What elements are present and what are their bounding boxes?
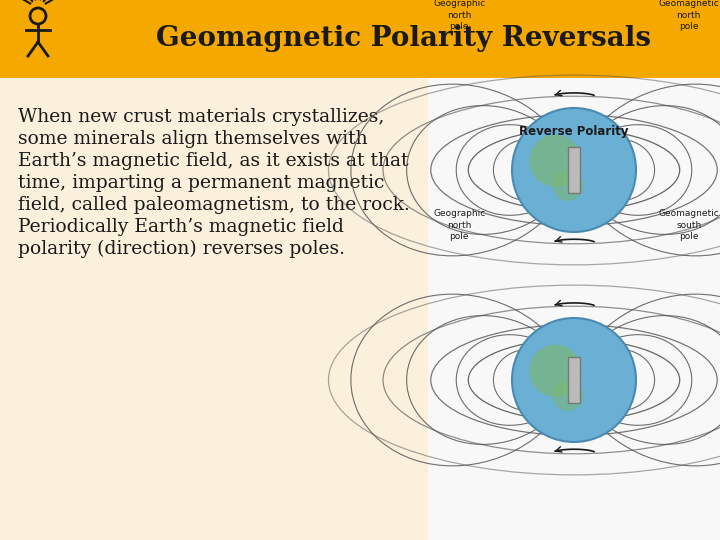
Circle shape bbox=[552, 380, 583, 411]
Bar bbox=[568, 357, 580, 403]
Text: polarity (direction) reverses poles.: polarity (direction) reverses poles. bbox=[18, 240, 345, 258]
Circle shape bbox=[512, 108, 636, 232]
Circle shape bbox=[552, 170, 583, 201]
Text: Periodically Earth’s magnetic field: Periodically Earth’s magnetic field bbox=[18, 218, 344, 236]
Text: some minerals align themselves with: some minerals align themselves with bbox=[18, 130, 368, 148]
Text: Geographic
north
pole: Geographic north pole bbox=[433, 0, 485, 31]
Bar bbox=[568, 147, 580, 193]
Bar bbox=[0, 0, 720, 78]
Text: Geomagnetic
north
pole: Geomagnetic north pole bbox=[658, 0, 719, 31]
Text: When new crust materials crystallizes,: When new crust materials crystallizes, bbox=[18, 108, 384, 126]
Text: Earth’s magnetic field, as it exists at that: Earth’s magnetic field, as it exists at … bbox=[18, 152, 408, 170]
Text: Geographic
north
pole: Geographic north pole bbox=[433, 210, 485, 241]
Text: Geomagnetic Polarity Reversals: Geomagnetic Polarity Reversals bbox=[156, 25, 651, 52]
Text: Geomagnetic
south
pole: Geomagnetic south pole bbox=[658, 210, 719, 241]
Text: field, called paleomagnetism, to the rock.: field, called paleomagnetism, to the roc… bbox=[18, 196, 410, 214]
Bar bbox=[428, 78, 720, 540]
Circle shape bbox=[529, 345, 582, 397]
Circle shape bbox=[512, 318, 636, 442]
Circle shape bbox=[529, 134, 582, 187]
Text: time, imparting a permanent magnetic: time, imparting a permanent magnetic bbox=[18, 174, 384, 192]
Text: Reverse Polarity: Reverse Polarity bbox=[519, 125, 629, 138]
